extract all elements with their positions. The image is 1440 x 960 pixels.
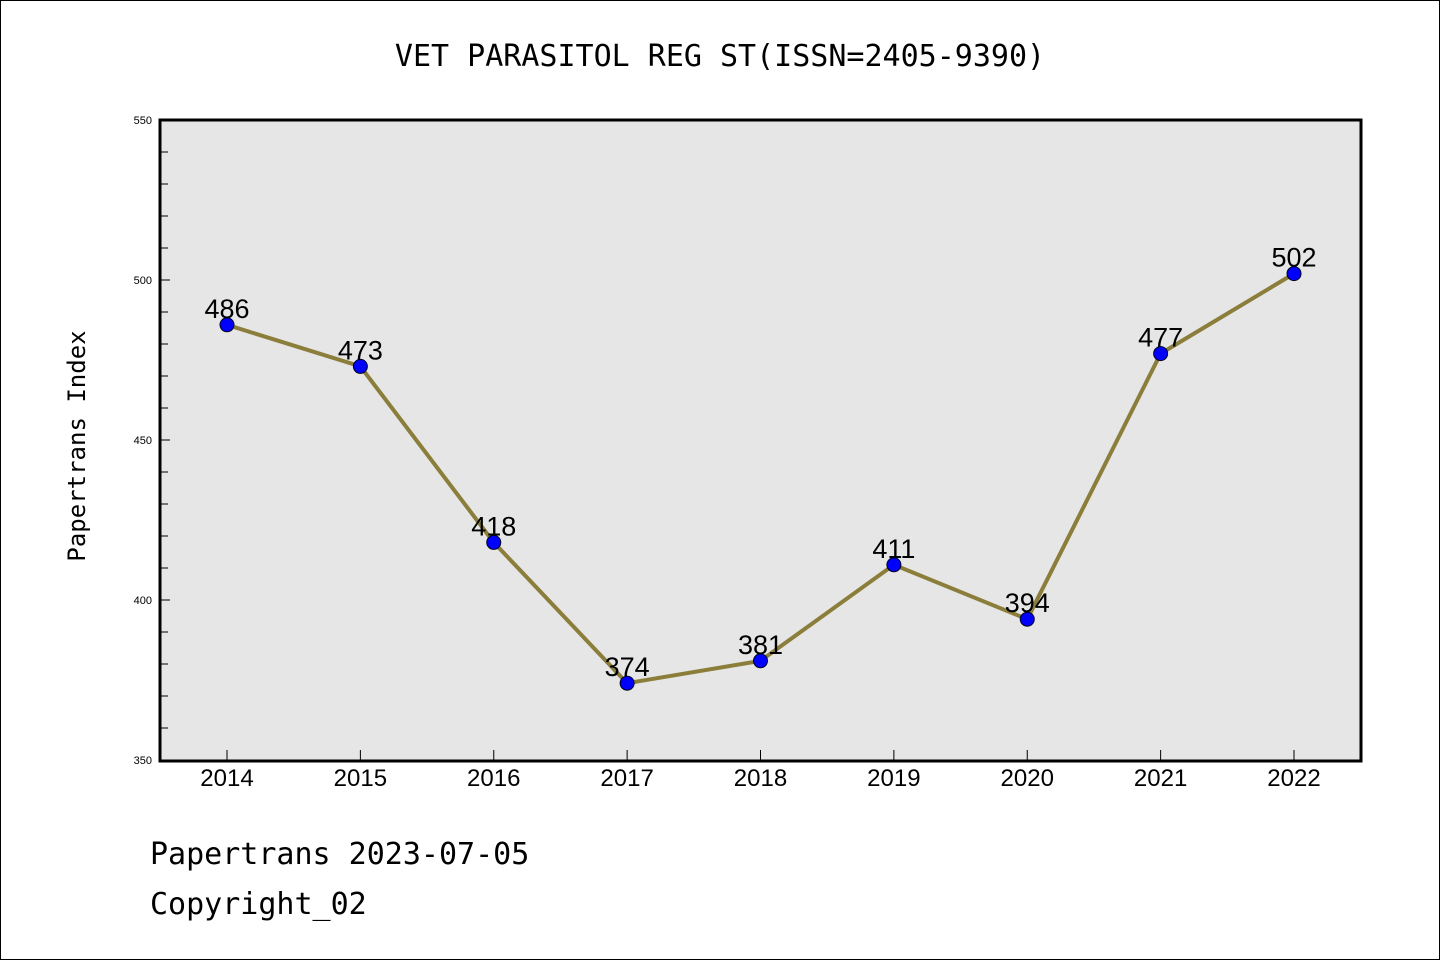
data-point — [619, 675, 635, 691]
x-tick-label: 2015 — [334, 765, 387, 792]
chart-title: VET PARASITOL REG ST(ISSN=2405-9390) — [395, 39, 1045, 74]
data-point — [1019, 611, 1035, 627]
y-tick-label: 400 — [134, 595, 152, 607]
data-label: 473 — [338, 335, 383, 365]
data-label: 374 — [605, 652, 650, 682]
footer-copyright: Copyright_02 — [150, 887, 367, 922]
x-tick-label: 2020 — [1001, 765, 1054, 792]
x-tick-label: 2022 — [1267, 765, 1320, 792]
data-label: 411 — [872, 534, 915, 564]
footer-date: Papertrans 2023-07-05 — [150, 837, 529, 872]
data-point — [1286, 266, 1302, 282]
y-tick-label: 550 — [134, 115, 152, 127]
y-axis-label: Papertrans Index — [63, 330, 91, 561]
data-label: 394 — [1005, 588, 1050, 618]
data-point — [886, 557, 902, 573]
data-point — [486, 534, 502, 550]
y-tick-label: 500 — [134, 275, 152, 287]
data-point — [352, 358, 368, 374]
series-markers — [219, 266, 1302, 691]
x-tick-label: 2021 — [1134, 765, 1187, 792]
data-label: 477 — [1138, 323, 1183, 353]
x-axis: 2014 2015 2016 2017 2018 2019 2020 2021 2022 — [200, 750, 1321, 792]
data-point — [753, 653, 768, 669]
data-point — [1153, 346, 1169, 362]
y-axis: 350 400 450 500 550 — [134, 115, 170, 767]
data-label: 486 — [204, 294, 249, 324]
x-tick-label: 2017 — [600, 765, 653, 792]
data-labels: 486 473 418 374 381 411 394 477 502 — [204, 243, 1316, 683]
x-tick-label: 2016 — [467, 765, 520, 792]
data-label: 418 — [471, 511, 516, 541]
x-tick-label: 2019 — [867, 765, 920, 792]
x-tick-label: 2018 — [734, 765, 787, 792]
data-label: 502 — [1271, 243, 1316, 273]
data-point — [219, 317, 235, 333]
y-tick-label: 350 — [134, 755, 152, 767]
y-tick-label: 450 — [134, 435, 152, 447]
x-tick-label: 2014 — [200, 765, 253, 792]
data-label: 381 — [738, 630, 783, 660]
